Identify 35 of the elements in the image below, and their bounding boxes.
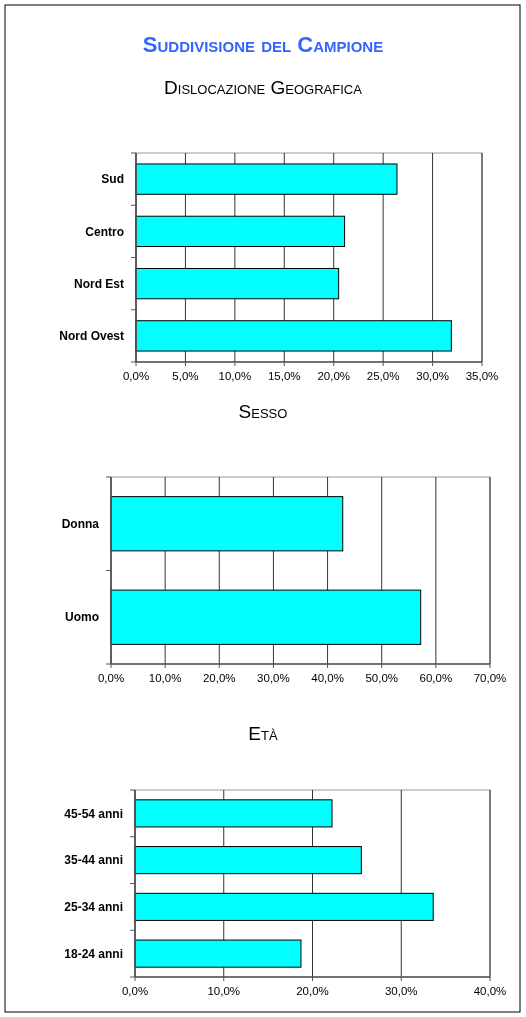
y-tick-label: Nord Ovest bbox=[59, 329, 124, 344]
x-tick-label: 30,0% bbox=[384, 985, 418, 997]
y-tick-label: Nord Est bbox=[73, 276, 124, 291]
chart-title: Suddivisione del Campione bbox=[142, 32, 384, 57]
x-tick-label: 0,0% bbox=[97, 672, 125, 684]
chart-title: Sesso bbox=[238, 401, 288, 422]
x-tick-label: 35,0% bbox=[465, 370, 499, 382]
x-tick-label: 40,0% bbox=[473, 985, 507, 997]
y-tick-label: 18-24 anni bbox=[64, 946, 123, 961]
x-tick-label: 30,0% bbox=[416, 370, 449, 382]
y-tick-label: Donna bbox=[61, 516, 100, 531]
x-tick-label: 25,0% bbox=[366, 370, 400, 382]
y-tick-label: Centro bbox=[85, 224, 124, 239]
y-tick-label: Sud bbox=[101, 172, 124, 187]
x-tick-label: 20,0% bbox=[317, 370, 351, 382]
y-tick-label: 35-44 anni bbox=[64, 853, 123, 868]
x-tick-label: 70,0% bbox=[473, 672, 507, 684]
chart-title: Età bbox=[248, 723, 278, 744]
x-tick-label: 30,0% bbox=[257, 672, 290, 684]
y-tick-label: 45-54 anni bbox=[64, 806, 123, 821]
x-tick-label: 10,0% bbox=[148, 672, 182, 684]
x-tick-label: 10,0% bbox=[207, 985, 241, 997]
x-tick-label: 0,0% bbox=[121, 985, 149, 997]
y-tick-label: Uomo bbox=[65, 610, 99, 625]
x-tick-label: 50,0% bbox=[365, 672, 399, 684]
chart-subtitle: Dislocazione Geografica bbox=[164, 77, 363, 98]
x-tick-label: 0,0% bbox=[122, 370, 150, 382]
x-tick-label: 60,0% bbox=[419, 672, 453, 684]
x-tick-label: 5,0% bbox=[172, 370, 199, 382]
y-tick-label: 25-34 anni bbox=[64, 900, 123, 915]
x-tick-label: 40,0% bbox=[311, 672, 344, 684]
x-tick-label: 20,0% bbox=[296, 985, 329, 997]
x-tick-label: 20,0% bbox=[202, 672, 236, 684]
x-tick-label: 10,0% bbox=[218, 370, 252, 382]
x-tick-label: 15,0% bbox=[267, 370, 301, 382]
